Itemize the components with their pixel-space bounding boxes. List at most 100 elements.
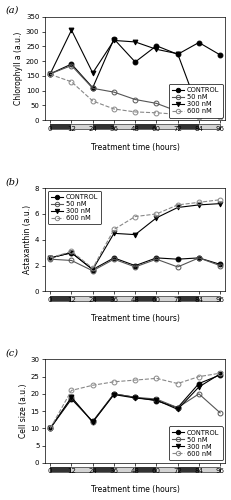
300 nM: [219, 371, 222, 377]
300 nM: [49, 426, 52, 432]
600 nM: [91, 98, 94, 104]
50 nM: [176, 404, 179, 410]
Bar: [50, 296, 220, 301]
50 nM: [134, 394, 137, 400]
CONTROL: [198, 40, 200, 46]
300 nM: [49, 255, 52, 261]
CONTROL: [49, 71, 52, 77]
Line: 50 nM: 50 nM: [48, 392, 222, 431]
Bar: [93, 296, 114, 301]
300 nM: [134, 39, 137, 45]
600 nM: [70, 388, 73, 394]
600 nM: [198, 200, 200, 205]
CONTROL: [219, 372, 222, 378]
300 nM: [134, 395, 137, 401]
50 nM: [219, 410, 222, 416]
50 nM: [70, 394, 73, 400]
600 nM: [134, 377, 137, 383]
Line: 600 nM: 600 nM: [48, 72, 222, 120]
Y-axis label: Astaxanthin (a.u.): Astaxanthin (a.u.): [23, 205, 32, 274]
Line: 600 nM: 600 nM: [48, 371, 222, 431]
Bar: [50, 124, 71, 130]
600 nM: [112, 106, 115, 112]
600 nM: [49, 255, 52, 261]
50 nM: [70, 258, 73, 264]
CONTROL: [91, 418, 94, 424]
Bar: [178, 467, 199, 472]
600 nM: [70, 79, 73, 85]
600 nM: [49, 72, 52, 78]
CONTROL: [70, 61, 73, 67]
CONTROL: [155, 43, 158, 49]
CONTROL: [49, 426, 52, 432]
50 nM: [198, 255, 200, 261]
Line: CONTROL: CONTROL: [48, 372, 222, 431]
600 nM: [198, 374, 200, 380]
50 nM: [91, 268, 94, 274]
50 nM: [49, 426, 52, 432]
600 nM: [219, 114, 222, 120]
Y-axis label: Cell size (a.u.): Cell size (a.u.): [19, 384, 28, 438]
CONTROL: [91, 84, 94, 90]
300 nM: [176, 50, 179, 56]
50 nM: [219, 262, 222, 268]
Line: CONTROL: CONTROL: [48, 36, 222, 90]
Legend: CONTROL, 50 nM, 300 nM, 600 nM: CONTROL, 50 nM, 300 nM, 600 nM: [169, 426, 223, 460]
CONTROL: [155, 255, 158, 261]
300 nM: [155, 215, 158, 221]
300 nM: [91, 266, 94, 272]
Bar: [93, 467, 114, 472]
50 nM: [112, 89, 115, 95]
300 nM: [49, 71, 52, 77]
300 nM: [198, 108, 200, 114]
X-axis label: Treatment time (hours): Treatment time (hours): [91, 486, 180, 494]
300 nM: [176, 204, 179, 210]
50 nM: [176, 108, 179, 114]
Bar: [178, 124, 199, 130]
X-axis label: Treatment time (hours): Treatment time (hours): [91, 314, 180, 323]
CONTROL: [134, 262, 137, 268]
Y-axis label: Chlorophyll a (a.u.): Chlorophyll a (a.u.): [14, 32, 23, 105]
300 nM: [176, 406, 179, 412]
50 nM: [91, 86, 94, 91]
50 nM: [155, 396, 158, 402]
50 nM: [49, 71, 52, 77]
600 nM: [219, 370, 222, 376]
CONTROL: [176, 404, 179, 410]
600 nM: [134, 109, 137, 115]
50 nM: [112, 256, 115, 262]
Line: 50 nM: 50 nM: [48, 63, 222, 118]
50 nM: [198, 391, 200, 397]
600 nM: [155, 211, 158, 217]
CONTROL: [91, 266, 94, 272]
Line: 300 nM: 300 nM: [48, 372, 222, 431]
Line: 300 nM: 300 nM: [48, 28, 222, 114]
CONTROL: [198, 380, 200, 386]
Line: CONTROL: CONTROL: [48, 250, 222, 272]
300 nM: [70, 250, 73, 256]
Bar: [50, 296, 71, 301]
50 nM: [112, 391, 115, 397]
50 nM: [219, 112, 222, 118]
CONTROL: [155, 398, 158, 404]
300 nM: [155, 46, 158, 52]
300 nM: [134, 232, 137, 237]
600 nM: [176, 202, 179, 208]
CONTROL: [49, 255, 52, 261]
Text: (a): (a): [5, 6, 19, 15]
50 nM: [91, 419, 94, 425]
CONTROL: [112, 36, 115, 42]
600 nM: [219, 196, 222, 202]
600 nM: [134, 214, 137, 220]
Line: 50 nM: 50 nM: [48, 256, 222, 273]
300 nM: [112, 392, 115, 398]
Bar: [135, 124, 156, 130]
600 nM: [176, 380, 179, 386]
CONTROL: [134, 394, 137, 400]
600 nM: [198, 114, 200, 119]
300 nM: [219, 200, 222, 206]
CONTROL: [112, 391, 115, 397]
50 nM: [198, 112, 200, 118]
300 nM: [219, 108, 222, 114]
50 nM: [134, 96, 137, 102]
